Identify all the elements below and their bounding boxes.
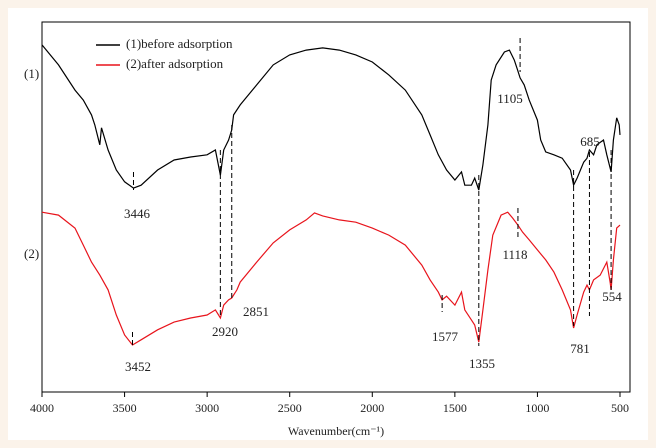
- x-tick-label: 3500: [113, 401, 137, 415]
- legend-label: (2)after adsorption: [126, 56, 224, 71]
- peak-label: 1118: [502, 247, 527, 262]
- curve-label: (2): [24, 246, 39, 261]
- peak-label: 3446: [124, 206, 151, 221]
- x-tick-label: 500: [611, 401, 629, 415]
- curve-label: (1): [24, 66, 39, 81]
- peak-label: 685: [580, 134, 600, 149]
- peak-label: 1355: [469, 356, 495, 371]
- peak-label: 2920: [212, 324, 238, 339]
- x-tick-label: 2500: [278, 401, 302, 415]
- spectrum-line: [41, 211, 621, 346]
- legend-label: (1)before adsorption: [126, 36, 233, 51]
- spectrum-line: [41, 44, 621, 191]
- x-tick-label: 1000: [525, 401, 549, 415]
- x-tick-label: 1500: [443, 401, 467, 415]
- panel: [8, 8, 648, 440]
- peak-label: 2851: [243, 304, 269, 319]
- peak-label: 1577: [432, 329, 459, 344]
- x-axis-label: Wavenumber(cm⁻¹): [288, 424, 384, 438]
- x-tick-label: 4000: [30, 401, 54, 415]
- peak-label: 1105: [497, 91, 523, 106]
- x-tick-label: 3000: [195, 401, 219, 415]
- peak-label: 781: [570, 341, 590, 356]
- plot-frame: [41, 21, 631, 393]
- x-tick-label: 2000: [360, 401, 384, 415]
- peak-label: 3452: [125, 359, 151, 374]
- peak-label: 554: [602, 289, 622, 304]
